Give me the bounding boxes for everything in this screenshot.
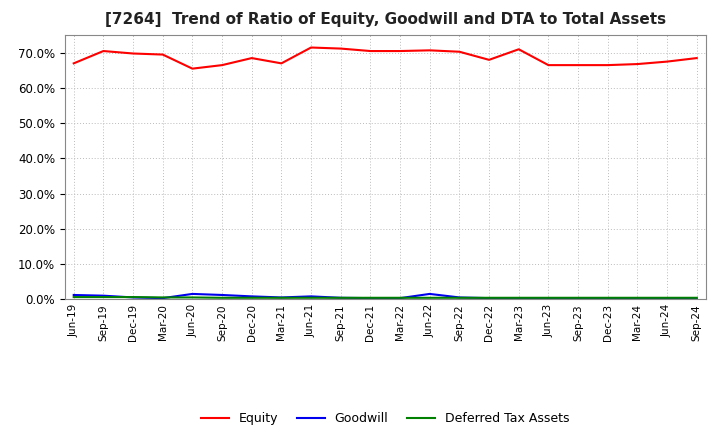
Equity (129, 51, 138, 56)
Goodwill (129, 295, 138, 300)
Line: Equity: Equity (73, 48, 697, 69)
Deferred Tax Assets (99, 294, 108, 300)
Deferred Tax Assets (514, 295, 523, 301)
Deferred Tax Assets (366, 295, 374, 301)
Deferred Tax Assets (693, 295, 701, 301)
Deferred Tax Assets (336, 295, 345, 301)
Deferred Tax Assets (129, 294, 138, 300)
Goodwill (248, 294, 256, 299)
Equity (99, 48, 108, 54)
Deferred Tax Assets (662, 295, 671, 301)
Deferred Tax Assets (544, 295, 553, 301)
Goodwill (485, 296, 493, 301)
Goodwill (603, 296, 612, 301)
Goodwill (574, 296, 582, 301)
Equity (544, 62, 553, 68)
Goodwill (366, 296, 374, 301)
Deferred Tax Assets (455, 295, 464, 301)
Legend: Equity, Goodwill, Deferred Tax Assets: Equity, Goodwill, Deferred Tax Assets (197, 407, 574, 430)
Goodwill (277, 295, 286, 300)
Goodwill (544, 296, 553, 301)
Deferred Tax Assets (217, 295, 226, 301)
Deferred Tax Assets (307, 295, 315, 301)
Deferred Tax Assets (158, 295, 167, 300)
Deferred Tax Assets (633, 295, 642, 301)
Equity (188, 66, 197, 71)
Equity (426, 48, 434, 53)
Equity (248, 55, 256, 61)
Equity (396, 48, 405, 54)
Deferred Tax Assets (396, 295, 405, 301)
Goodwill (693, 296, 701, 301)
Equity (514, 47, 523, 52)
Equity (69, 61, 78, 66)
Equity (455, 49, 464, 55)
Deferred Tax Assets (188, 295, 197, 300)
Deferred Tax Assets (248, 295, 256, 301)
Goodwill (662, 296, 671, 301)
Equity (574, 62, 582, 68)
Goodwill (99, 293, 108, 298)
Line: Deferred Tax Assets: Deferred Tax Assets (73, 297, 697, 298)
Deferred Tax Assets (485, 295, 493, 301)
Goodwill (455, 295, 464, 300)
Goodwill (396, 296, 405, 301)
Deferred Tax Assets (277, 295, 286, 301)
Equity (366, 48, 374, 54)
Equity (217, 62, 226, 68)
Line: Goodwill: Goodwill (73, 294, 697, 298)
Deferred Tax Assets (603, 295, 612, 301)
Equity (336, 46, 345, 51)
Goodwill (633, 296, 642, 301)
Goodwill (426, 291, 434, 297)
Equity (485, 57, 493, 62)
Goodwill (188, 291, 197, 297)
Equity (307, 45, 315, 50)
Deferred Tax Assets (426, 295, 434, 301)
Equity (693, 55, 701, 61)
Goodwill (514, 296, 523, 301)
Title: [7264]  Trend of Ratio of Equity, Goodwill and DTA to Total Assets: [7264] Trend of Ratio of Equity, Goodwil… (104, 12, 666, 27)
Equity (633, 62, 642, 67)
Goodwill (217, 292, 226, 297)
Deferred Tax Assets (69, 294, 78, 300)
Goodwill (307, 294, 315, 299)
Equity (603, 62, 612, 68)
Equity (158, 52, 167, 57)
Goodwill (158, 296, 167, 301)
Goodwill (336, 295, 345, 301)
Equity (662, 59, 671, 64)
Deferred Tax Assets (574, 295, 582, 301)
Goodwill (69, 292, 78, 297)
Equity (277, 61, 286, 66)
